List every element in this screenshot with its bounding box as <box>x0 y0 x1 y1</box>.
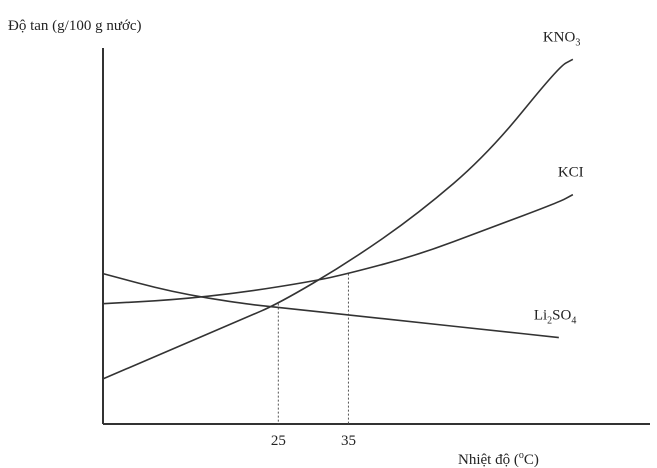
x-axis-label-unit: C) <box>524 452 539 468</box>
series-line-kno3 <box>102 58 574 380</box>
x-ticks: 25 35 <box>271 433 356 449</box>
x-axis-label-main: Nhiệt độ ( <box>458 452 519 468</box>
series-labels: KNO3 KCI Li2SO4 <box>534 29 584 326</box>
series-label-li2so4: Li2SO4 <box>534 308 577 327</box>
x-tick-label: 25 <box>271 433 286 449</box>
series-label-kcl: KCI <box>558 165 584 181</box>
series-line-li2so4 <box>102 272 559 339</box>
reference-lines <box>277 273 349 424</box>
x-axis-label: Nhiệt độ (oC) <box>458 450 539 468</box>
x-tick-label: 35 <box>341 433 356 449</box>
x-axis-label-superscript: o <box>519 450 524 461</box>
series-lines <box>102 58 574 380</box>
series-line-kcl <box>102 193 574 305</box>
series-label-kno3: KNO3 <box>543 29 581 48</box>
y-axis-label: Độ tan (g/100 g nước) <box>8 18 142 34</box>
